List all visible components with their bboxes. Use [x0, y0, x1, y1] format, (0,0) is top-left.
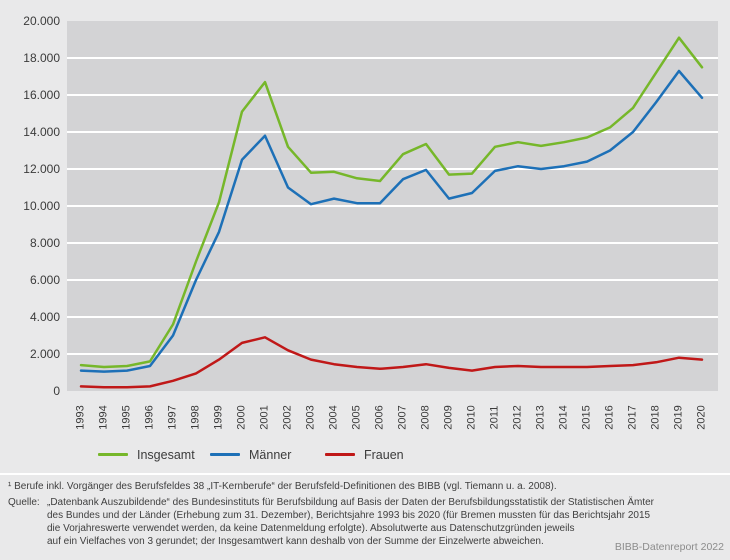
x-axis-tick-label: 1994 — [97, 405, 110, 430]
x-axis-tick-label: 2004 — [327, 405, 340, 430]
legend-item-insgesamt: Insgesamt — [98, 447, 195, 462]
legend-label-insgesamt: Insgesamt — [137, 447, 195, 462]
x-axis-tick-label: 2010 — [465, 405, 478, 430]
legend-label-frauen: Frauen — [364, 447, 404, 462]
legend-line-swatch-maenner — [210, 453, 240, 456]
y-axis-tick-label: 12.000 — [23, 162, 60, 176]
x-axis-tick-label: 1997 — [166, 405, 179, 430]
legend-item-frauen: Frauen — [325, 447, 404, 462]
y-axis-tick-label: 14.000 — [23, 125, 60, 139]
source-text-line: auf ein Vielfaches von 3 gerundet; der I… — [47, 536, 544, 547]
footnote-text: ¹ Berufe inkl. Vorgänger des Berufsfelde… — [8, 481, 557, 492]
x-axis-tick-label: 2020 — [695, 405, 708, 430]
x-axis-tick-label: 1999 — [212, 405, 225, 430]
x-axis-tick-label: 2015 — [580, 405, 593, 430]
y-axis-tick-label: 0 — [53, 384, 60, 398]
y-axis-tick-label: 16.000 — [23, 88, 60, 102]
y-axis-tick-label: 6.000 — [29, 273, 60, 287]
y-axis-tick-label: 2.000 — [29, 347, 60, 361]
y-axis-tick-label: 18.000 — [23, 51, 60, 65]
x-axis-tick-label: 2019 — [672, 405, 685, 430]
plot-area — [67, 21, 718, 391]
y-axis-tick-label: 4.000 — [29, 310, 60, 324]
x-axis-tick-label: 2013 — [534, 405, 547, 430]
legend-label-maenner: Männer — [249, 447, 292, 462]
line-chart-svg — [67, 36, 718, 389]
x-axis-tick-label: 2001 — [258, 405, 271, 430]
x-axis-tick-label: 1995 — [120, 405, 133, 430]
x-axis-tick-label: 2008 — [419, 405, 432, 430]
x-axis-tick-label: 1993 — [74, 405, 87, 430]
y-axis-tick-label: 20.000 — [23, 14, 60, 28]
x-axis-tick-label: 2014 — [557, 405, 570, 430]
series-line-männer — [79, 69, 704, 373]
x-axis-tick-label: 2016 — [603, 405, 616, 430]
x-axis-tick-label: 1998 — [189, 405, 202, 430]
x-axis-tick-label: 2003 — [304, 405, 317, 430]
y-axis-tick-label: 8.000 — [29, 236, 60, 250]
source-label: Quelle: — [8, 497, 40, 508]
x-axis-tick-label: 2017 — [626, 405, 639, 430]
source-text-line: des Bundes und der Länder (Erhebung zum … — [47, 510, 651, 521]
source-text-line: die Vorjahreswerte verwendet werden, da … — [47, 523, 575, 534]
x-axis-tick-label: 2000 — [235, 405, 248, 430]
x-axis-tick-label: 2011 — [488, 405, 501, 430]
x-axis-tick-label: 2002 — [281, 405, 294, 430]
x-axis-tick-label: 2009 — [442, 405, 455, 430]
x-axis-tick-label: 2007 — [396, 405, 409, 430]
series-line-insgesamt — [79, 36, 704, 369]
x-axis-tick-label: 2005 — [350, 405, 363, 430]
legend-item-maenner: Männer — [210, 447, 291, 462]
footer-divider — [0, 473, 730, 475]
source-text-line: „Datenbank Auszubildende“ des Bundesinst… — [47, 497, 654, 508]
report-credit: BIBB-Datenreport 2022 — [614, 541, 724, 553]
legend-line-swatch-frauen — [325, 453, 355, 456]
x-axis-tick-label: 2012 — [511, 405, 524, 430]
y-axis-tick-label: 10.000 — [23, 199, 60, 213]
x-axis-tick-label: 1996 — [143, 405, 156, 430]
legend-line-swatch-insgesamt — [98, 453, 128, 456]
x-axis-tick-label: 2018 — [649, 405, 662, 430]
series-line-frauen — [79, 336, 704, 389]
x-axis-tick-label: 2006 — [373, 405, 386, 430]
